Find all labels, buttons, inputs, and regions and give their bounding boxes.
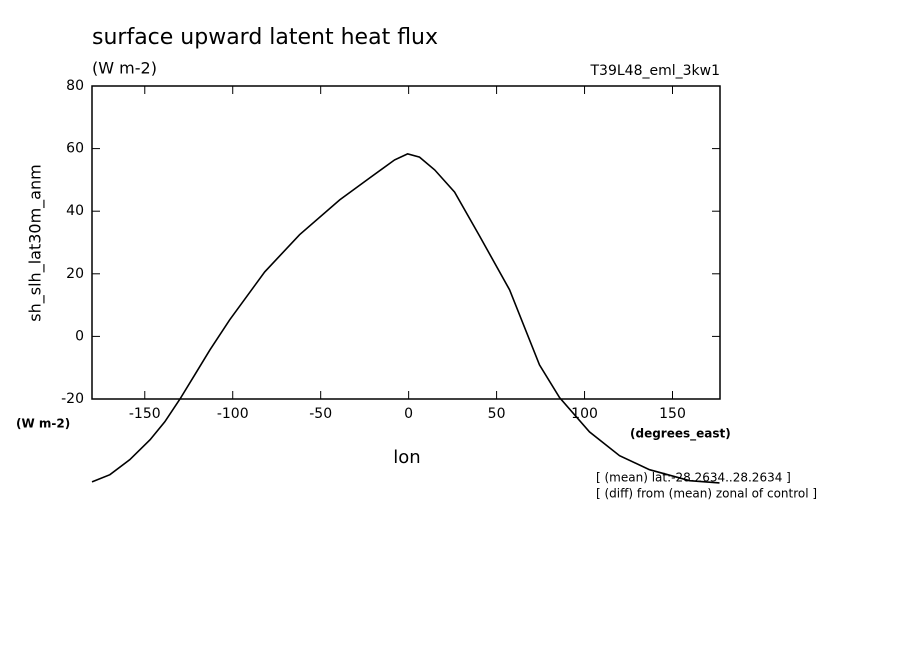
y-units: (W m-2): [16, 417, 70, 431]
x-tick-label: -100: [217, 406, 249, 422]
x-axis-label: lon: [393, 447, 420, 468]
subtitle: (W m-2): [92, 59, 157, 78]
x-tick-label: 0: [404, 406, 413, 422]
y-tick-label: 20: [66, 266, 84, 282]
y-tick-label: 0: [75, 328, 84, 344]
data-line: [91, 153, 720, 484]
annotation: [ (mean) lat:-28.2634..28.2634 ]: [596, 471, 791, 485]
x-tick-label: -150: [129, 406, 161, 422]
y-axis-label: sh_slh_lat30m_anm: [26, 164, 46, 321]
y-tick-label: 80: [66, 78, 84, 94]
x-tick-label: 50: [488, 406, 506, 422]
plot-frame: [91, 85, 721, 400]
x-tick-label: 100: [571, 406, 598, 422]
x-tick-label: 150: [659, 406, 686, 422]
run-label: T39L48_eml_3kw1: [590, 63, 721, 79]
x-units: (degrees_east): [630, 427, 731, 442]
y-tick-label: -20: [61, 391, 84, 407]
y-tick-label: 60: [66, 141, 84, 157]
annotation: [ (diff) from (mean) zonal of control ]: [596, 487, 817, 501]
chart-title: surface upward latent heat flux: [92, 25, 438, 50]
x-tick-label: -50: [309, 406, 332, 422]
y-tick-label: 40: [66, 203, 84, 219]
